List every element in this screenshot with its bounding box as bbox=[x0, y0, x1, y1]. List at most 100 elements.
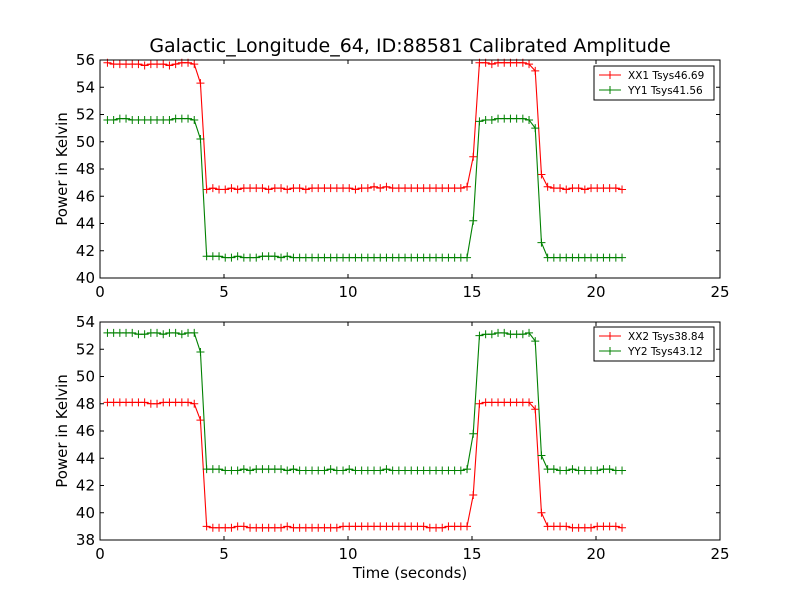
top-chart-data-point bbox=[351, 185, 360, 194]
top-chart-data-point bbox=[277, 184, 286, 193]
top-chart-data-point bbox=[469, 216, 478, 225]
top-chart-data-point bbox=[456, 184, 465, 193]
top-chart-data-point bbox=[264, 185, 273, 194]
top-chart-legend-marker bbox=[606, 86, 614, 94]
top-chart-x-tick-label: 15 bbox=[462, 283, 481, 301]
bottom-chart-x-tick-label: 25 bbox=[710, 545, 729, 563]
top-chart-data-point bbox=[184, 114, 193, 123]
top-chart-data-point bbox=[363, 184, 372, 193]
top-chart-data-point bbox=[531, 66, 540, 75]
top-chart-data-point bbox=[221, 185, 230, 194]
bottom-chart: 0 5 10 15 20 25 38 40 42 44 46 48 50 52 54 XX2 Tsys38.8… bbox=[76, 313, 730, 563]
bottom-chart-y-tick-label: 48 bbox=[76, 395, 95, 413]
top-chart-y-tick-label: 46 bbox=[76, 187, 95, 205]
top-chart-data-point bbox=[525, 60, 534, 69]
top-chart-data-point bbox=[475, 117, 484, 126]
top-chart-data-point bbox=[301, 185, 310, 194]
top-chart-data-point bbox=[277, 253, 286, 262]
top-chart-data-point bbox=[258, 184, 267, 193]
top-chart-data-point bbox=[227, 184, 236, 193]
bottom-chart-data-point bbox=[618, 466, 627, 475]
top-chart-y-tick-label: 42 bbox=[76, 242, 95, 260]
bottom-chart-data-point bbox=[611, 522, 620, 531]
bottom-chart-legend: XX2 Tsys38.84 YY2 Tsys43.12 bbox=[593, 326, 715, 362]
bottom-chart-y-axis-label: Power in Kelvin bbox=[53, 374, 71, 488]
bottom-chart-data-point bbox=[593, 466, 602, 475]
top-chart-legend: XX1 Tsys46.69 YY1 Tsys41.56 bbox=[593, 65, 715, 101]
bottom-chart-data-point bbox=[531, 405, 540, 414]
bottom-chart-x-tick-label: 15 bbox=[462, 545, 481, 563]
top-chart-data-point bbox=[518, 114, 527, 123]
bottom-chart-data-point bbox=[196, 416, 205, 425]
top-chart-x-tick-label: 0 bbox=[95, 283, 105, 301]
bottom-chart-data-point bbox=[469, 429, 478, 438]
bottom-chart-legend-label: YY2 Tsys43.12 bbox=[627, 346, 703, 358]
top-chart-legend-marker bbox=[606, 71, 614, 79]
top-chart-data-point bbox=[165, 115, 174, 124]
top-chart-data-point bbox=[376, 184, 385, 193]
bottom-chart-data-point bbox=[140, 330, 149, 339]
bottom-chart-x-tick-label: 0 bbox=[95, 545, 105, 563]
bottom-chart-data-point bbox=[500, 328, 509, 337]
top-chart-data-point bbox=[370, 182, 379, 191]
top-chart-y-tick-label: 54 bbox=[76, 78, 95, 96]
bottom-chart-data-point bbox=[215, 465, 224, 474]
top-chart-data-point bbox=[233, 185, 242, 194]
bottom-chart-data-point bbox=[227, 523, 236, 532]
top-chart-x-tick-label: 10 bbox=[338, 283, 357, 301]
bottom-chart-data-point bbox=[537, 508, 546, 517]
bottom-chart-data-point bbox=[283, 466, 292, 475]
bottom-chart-data-point bbox=[140, 398, 149, 407]
top-chart-y-axis-label: Power in Kelvin bbox=[53, 112, 71, 226]
top-chart-data-point bbox=[134, 60, 143, 69]
bottom-chart-legend-marker bbox=[606, 347, 614, 355]
bottom-chart-data-point bbox=[320, 466, 329, 475]
bottom-chart-data-point bbox=[382, 465, 391, 474]
bottom-chart-y-tick-label: 38 bbox=[76, 531, 95, 549]
top-chart-data-point bbox=[208, 184, 217, 193]
top-chart-data-point bbox=[252, 253, 261, 262]
bottom-chart-data-point bbox=[239, 522, 248, 531]
bottom-chart-data-point bbox=[171, 328, 180, 337]
top-chart-data-point bbox=[196, 79, 205, 88]
top-chart-legend-box bbox=[593, 65, 715, 101]
bottom-chart-data-point bbox=[326, 465, 335, 474]
chart-title: Galactic_Longitude_64, ID:88581 Calibrat… bbox=[149, 35, 670, 57]
bottom-chart-y-tick-label: 44 bbox=[76, 449, 95, 467]
top-chart-data-point bbox=[202, 185, 211, 194]
top-chart-data-point bbox=[215, 252, 224, 261]
top-chart-data-point bbox=[295, 184, 304, 193]
top-chart-y-tick-label: 56 bbox=[76, 51, 95, 69]
top-chart-data-point bbox=[165, 61, 174, 70]
top-chart-data-point bbox=[463, 253, 472, 262]
bottom-chart-data-point bbox=[562, 466, 571, 475]
bottom-chart-legend-box bbox=[593, 326, 715, 362]
top-chart-y-tick-label: 48 bbox=[76, 160, 95, 178]
top-chart-data-point bbox=[469, 152, 478, 161]
bottom-chart-data-point bbox=[202, 522, 211, 531]
top-chart-data-point bbox=[283, 252, 292, 261]
top-chart-data-point bbox=[270, 252, 279, 261]
bottom-chart-data-point bbox=[463, 465, 472, 474]
top-chart-data-point bbox=[562, 185, 571, 194]
bottom-chart-data-point bbox=[376, 466, 385, 475]
bottom-chart-data-point bbox=[463, 522, 472, 531]
top-chart-data-point bbox=[580, 185, 589, 194]
bottom-chart-y-tick-label: 46 bbox=[76, 422, 95, 440]
bottom-chart-data-point bbox=[289, 465, 298, 474]
top-chart-data-point bbox=[537, 238, 546, 247]
bottom-chart-data-point bbox=[345, 465, 354, 474]
top-chart-data-point bbox=[543, 182, 552, 191]
bottom-chart-data-point bbox=[456, 466, 465, 475]
top-chart-data-point bbox=[140, 61, 149, 70]
top-chart-data-point bbox=[556, 184, 565, 193]
bottom-chart-data-point bbox=[332, 523, 341, 532]
bottom-chart-data-point bbox=[487, 330, 496, 339]
top-chart-x-tick-label: 25 bbox=[710, 283, 729, 301]
top-chart-data-point bbox=[525, 115, 534, 124]
top-chart-data-point bbox=[618, 253, 627, 262]
bottom-chart-data-point bbox=[159, 330, 168, 339]
bottom-chart-x-tick-label: 5 bbox=[219, 545, 229, 563]
top-chart-data-point bbox=[574, 184, 583, 193]
